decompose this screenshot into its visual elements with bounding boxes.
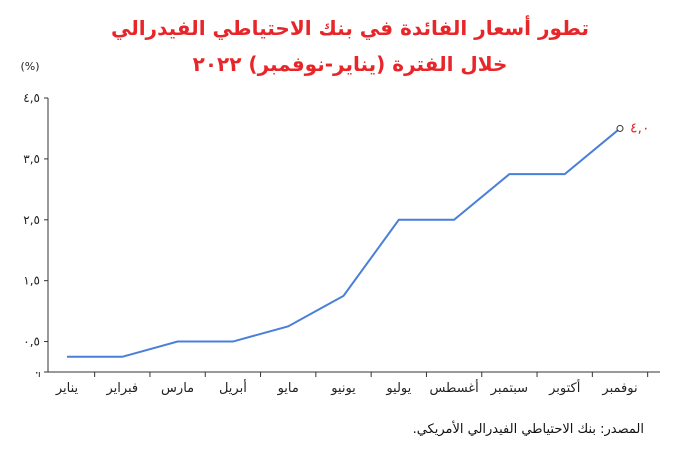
interest-rate-line — [67, 127, 621, 358]
x-tick-label: يناير — [55, 381, 79, 396]
end-value-label: ٤,٠ — [630, 120, 650, 136]
y-tick-label: ١,٥ — [23, 274, 40, 288]
end-point-marker — [616, 124, 624, 132]
x-tick-label: سبتمبر — [490, 381, 528, 396]
y-tick-label: ٤,٥ — [23, 91, 40, 105]
chart-title-line2: خلال الفترة (يناير-نوفمبر) ٢٠٢٢ — [192, 52, 508, 76]
y-tick-label: ٠,٥ — [23, 335, 40, 349]
x-tick-label: فبراير — [105, 381, 138, 396]
x-tick-label: يونيو — [330, 381, 356, 396]
chart-title-line1: تطور أسعار الفائدة في بنك الاحتياطي الفي… — [110, 16, 590, 40]
y-tick-label: ٠ — [34, 365, 40, 379]
x-tick-label: مارس — [161, 381, 194, 396]
x-tick-label: مايو — [277, 381, 299, 396]
x-tick-label: أكتوبر — [548, 379, 580, 396]
y-axis-unit-label: (%) — [20, 60, 39, 73]
x-tick-label: أغسطس — [429, 379, 478, 396]
x-tick-label: أبريل — [219, 379, 247, 396]
source-note: المصدر: بنك الاحتياطي الفيدرالي الأمريكي… — [412, 422, 644, 437]
x-tick-label: نوفمبر — [601, 381, 637, 396]
y-tick-label: ٢,٥ — [23, 213, 40, 227]
y-tick-label: ٣,٥ — [23, 152, 40, 166]
x-tick-label: يوليو — [385, 381, 411, 396]
